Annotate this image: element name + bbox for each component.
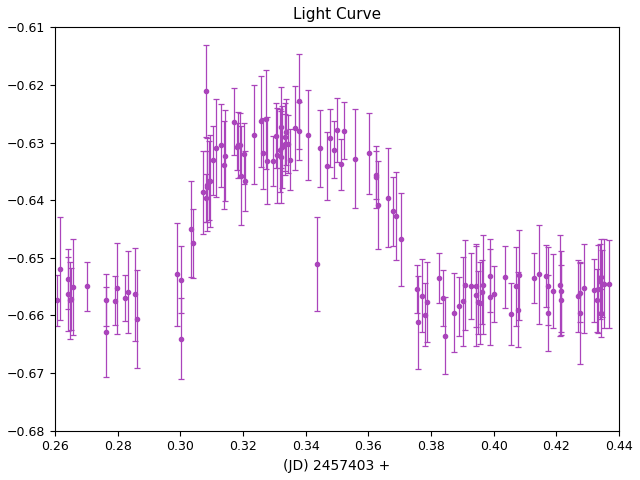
Title: Light Curve: Light Curve: [293, 7, 381, 22]
X-axis label: (JD) 2457403 +: (JD) 2457403 +: [284, 459, 391, 473]
